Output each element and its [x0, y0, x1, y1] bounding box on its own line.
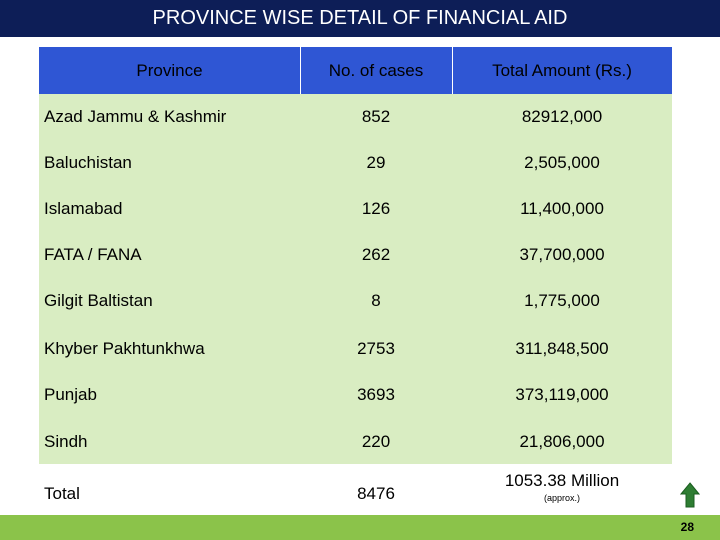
- header-divider: [300, 47, 301, 94]
- table-row: Gilgit Baltistan 8 1,775,000: [39, 278, 672, 324]
- table-row: Baluchistan 29 2,505,000: [39, 140, 672, 186]
- cell-amount: 2,505,000: [524, 153, 600, 172]
- table-row: Punjab 3693 373,119,000: [39, 372, 672, 418]
- table-row: Khyber Pakhtunkhwa 2753 311,848,500: [39, 326, 672, 372]
- cell-amount: 311,848,500: [515, 339, 609, 358]
- total-cell-bg: [453, 464, 672, 512]
- financial-aid-table: Province No. of cases Total Amount (Rs.)…: [39, 47, 672, 512]
- total-amount-note: (approx.): [543, 493, 580, 503]
- cell-province: FATA / FANA: [44, 245, 142, 264]
- table-total-row: Total 8476 1053.38 Million (approx.): [39, 464, 672, 512]
- total-label: Total: [44, 484, 80, 503]
- cell-amount: 11,400,000: [520, 199, 604, 218]
- cell-amount: 37,700,000: [519, 245, 605, 264]
- page-number: 28: [680, 520, 694, 534]
- header-divider: [452, 47, 453, 94]
- total-amount-value: 1053.38 Million: [504, 471, 620, 490]
- cell-province: Islamabad: [44, 199, 123, 218]
- table-row: Azad Jammu & Kashmir 852 82912,000: [39, 94, 672, 140]
- cell-cases: 3693: [357, 385, 395, 404]
- cell-province: Khyber Pakhtunkhwa: [44, 339, 205, 358]
- slide-title: PROVINCE WISE DETAIL OF FINANCIAL AID: [0, 0, 720, 37]
- cell-province: Gilgit Baltistan: [44, 291, 153, 310]
- cell-amount: 373,119,000: [515, 385, 609, 404]
- cell-province: Baluchistan: [44, 153, 132, 172]
- header-province: Province: [136, 60, 203, 80]
- cell-cases: 2753: [357, 339, 395, 358]
- total-cases: 8476: [357, 484, 395, 503]
- header-amount: Total Amount (Rs.): [492, 60, 632, 80]
- total-cell-bg: [301, 464, 451, 512]
- cell-cases: 126: [361, 199, 391, 218]
- total-amount: 1053.38 Million (approx.): [452, 464, 672, 512]
- up-arrow-icon[interactable]: [680, 482, 700, 508]
- cell-amount: 82912,000: [521, 107, 603, 126]
- table-row: Sindh 220 21,806,000: [39, 420, 672, 464]
- table-row: Islamabad 126 11,400,000: [39, 186, 672, 232]
- header-cases: No. of cases: [328, 60, 424, 80]
- cell-cases: 852: [361, 107, 391, 126]
- table-header-row: Province No. of cases Total Amount (Rs.): [39, 47, 672, 94]
- cell-amount: 1,775,000: [524, 291, 600, 310]
- total-cell-bg: [39, 464, 299, 512]
- cell-province: Azad Jammu & Kashmir: [44, 107, 227, 126]
- cell-province: Punjab: [44, 385, 97, 404]
- cell-province: Sindh: [44, 432, 88, 451]
- cell-cases: 262: [361, 245, 391, 264]
- cell-cases: 220: [361, 432, 391, 451]
- cell-cases: 29: [366, 153, 386, 172]
- footer-bar: [0, 515, 720, 540]
- cell-amount: 21,806,000: [519, 432, 605, 451]
- cell-cases: 8: [371, 291, 381, 310]
- table-row: FATA / FANA 262 37,700,000: [39, 232, 672, 278]
